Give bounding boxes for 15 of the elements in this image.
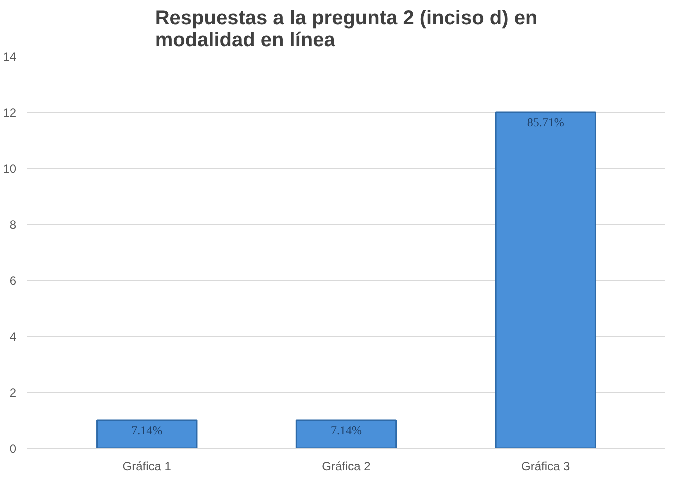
x-tick-label: Gráfica 1 [122, 460, 172, 474]
y-tick-label: 2 [10, 386, 17, 400]
x-tick-label: Gráfica 3 [522, 460, 571, 474]
annotation: 7.14% [132, 424, 163, 438]
chart-title: Respuestas a la pregunta 2 (inciso d) en modalidad en línea [155, 8, 538, 52]
y-tick-label: 10 [3, 162, 17, 176]
y-tick-label: 4 [10, 330, 17, 344]
y-tick-label: 8 [10, 218, 17, 232]
annotation: 85.71% [527, 116, 564, 130]
y-tick-label: 6 [10, 274, 17, 288]
y-tick-label: 14 [3, 50, 17, 64]
annotation: 7.14% [331, 424, 362, 438]
y-tick-label: 12 [3, 106, 17, 120]
x-tick-label: Gráfica 2 [322, 460, 372, 474]
y-tick-label: 0 [10, 442, 17, 456]
